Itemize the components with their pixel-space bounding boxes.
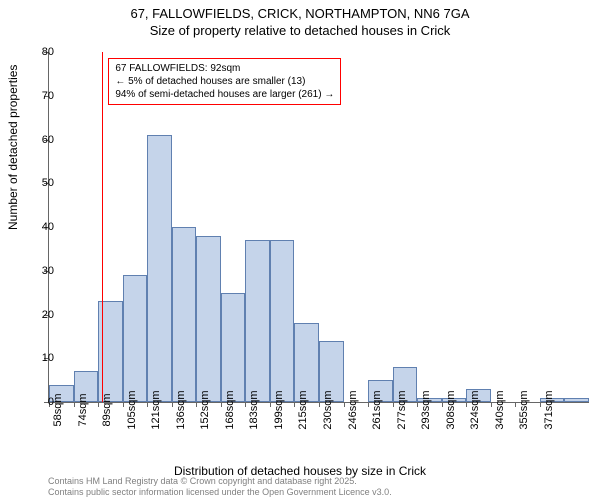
x-tick-label: 261sqm <box>371 390 383 429</box>
histogram-bar <box>270 240 295 402</box>
y-tick-label: 40 <box>42 221 54 233</box>
x-tick-label: 89sqm <box>101 393 113 426</box>
histogram-bar <box>245 240 270 402</box>
x-tick-mark <box>98 402 99 407</box>
x-tick-label: 58sqm <box>52 393 64 426</box>
y-tick-label: 10 <box>42 352 54 364</box>
x-tick-mark <box>74 402 75 407</box>
y-axis-label: Number of detached properties <box>6 65 20 230</box>
x-tick-mark <box>270 402 271 407</box>
histogram-bar <box>221 293 246 402</box>
x-tick-label: 355sqm <box>518 390 530 429</box>
x-tick-label: 215sqm <box>297 390 309 429</box>
x-tick-mark <box>123 402 124 407</box>
x-tick-label: 371sqm <box>543 390 555 429</box>
x-tick-label: 152sqm <box>199 390 211 429</box>
title-line2: Size of property relative to detached ho… <box>150 23 451 38</box>
x-tick-label: 136sqm <box>175 390 187 429</box>
x-tick-label: 277sqm <box>396 390 408 429</box>
x-tick-mark <box>442 402 443 407</box>
x-tick-label: 324sqm <box>469 390 481 429</box>
chart-title: 67, FALLOWFIELDS, CRICK, NORTHAMPTON, NN… <box>0 0 600 40</box>
histogram-bar <box>172 227 197 402</box>
x-tick-label: 293sqm <box>420 390 432 429</box>
x-tick-mark <box>540 402 541 407</box>
plot-area: 67 FALLOWFIELDS: 92sqm← 5% of detached h… <box>48 52 589 403</box>
callout-box: 67 FALLOWFIELDS: 92sqm← 5% of detached h… <box>108 58 341 105</box>
x-tick-mark <box>368 402 369 407</box>
histogram-bar <box>147 135 172 402</box>
x-tick-mark <box>294 402 295 407</box>
callout-line2: ← 5% of detached houses are smaller (13) <box>115 75 334 88</box>
x-tick-mark <box>515 402 516 407</box>
y-tick-label: 70 <box>42 90 54 102</box>
y-tick-label: 80 <box>42 46 54 58</box>
attribution-line2: Contains public sector information licen… <box>48 487 392 497</box>
x-tick-mark <box>417 402 418 407</box>
y-tick-label: 20 <box>42 309 54 321</box>
histogram-bar <box>196 236 221 402</box>
x-tick-label: 246sqm <box>347 390 359 429</box>
callout-line3: 94% of semi-detached houses are larger (… <box>115 88 334 101</box>
attribution: Contains HM Land Registry data © Crown c… <box>48 476 392 498</box>
x-tick-mark <box>393 402 394 407</box>
chart-container: 67, FALLOWFIELDS, CRICK, NORTHAMPTON, NN… <box>0 0 600 500</box>
y-tick-label: 60 <box>42 134 54 146</box>
x-tick-label: 168sqm <box>224 390 236 429</box>
x-tick-label: 199sqm <box>273 390 285 429</box>
histogram-bar <box>564 398 589 402</box>
x-tick-label: 230sqm <box>322 390 334 429</box>
x-tick-mark <box>221 402 222 407</box>
title-line1: 67, FALLOWFIELDS, CRICK, NORTHAMPTON, NN… <box>130 6 469 21</box>
x-tick-mark <box>319 402 320 407</box>
x-tick-mark <box>344 402 345 407</box>
y-tick-label: 50 <box>42 177 54 189</box>
marker-line <box>102 52 103 402</box>
x-tick-mark <box>147 402 148 407</box>
x-tick-label: 308sqm <box>445 390 457 429</box>
x-tick-mark <box>172 402 173 407</box>
x-tick-label: 74sqm <box>77 393 89 426</box>
callout-line1: 67 FALLOWFIELDS: 92sqm <box>115 62 334 75</box>
x-tick-label: 121sqm <box>150 390 162 429</box>
x-tick-mark <box>196 402 197 407</box>
x-tick-mark <box>466 402 467 407</box>
x-tick-label: 183sqm <box>248 390 260 429</box>
y-tick-label: 30 <box>42 265 54 277</box>
x-tick-mark <box>245 402 246 407</box>
x-tick-label: 340sqm <box>494 390 506 429</box>
x-tick-label: 105sqm <box>126 390 138 429</box>
histogram-bar <box>123 275 148 402</box>
attribution-line1: Contains HM Land Registry data © Crown c… <box>48 476 357 486</box>
x-tick-mark <box>491 402 492 407</box>
